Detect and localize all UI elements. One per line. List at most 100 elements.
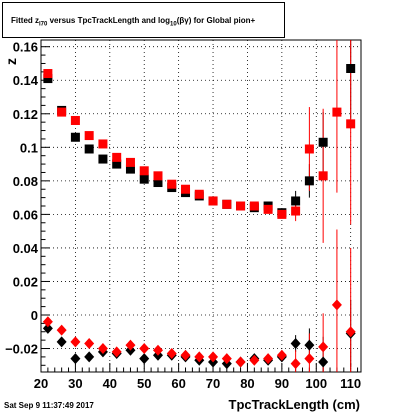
data-point-square (222, 199, 232, 209)
data-point-square (236, 201, 246, 211)
data-point-diamond (194, 351, 205, 363)
x-tick-label: 60 (171, 376, 185, 391)
data-point-square (277, 209, 287, 219)
data-point-diamond (235, 356, 246, 368)
data-point-diamond (276, 349, 287, 361)
data-point-diamond (139, 343, 150, 355)
chart-title-subscript: l70 (39, 21, 48, 28)
data-point-square (304, 144, 314, 154)
y-tick-label: 0.08 (13, 174, 38, 189)
data-point-square (139, 174, 149, 184)
data-point-square (249, 201, 259, 211)
data-point-square (346, 119, 356, 129)
chart-title-part: Fitted z (11, 16, 39, 25)
data-point-square (84, 131, 94, 141)
data-point-square (43, 74, 53, 84)
chart-title: Fitted zl70 versus TpcTrackLength and lo… (2, 2, 285, 38)
x-tick-label: 30 (68, 376, 82, 391)
data-point-diamond (111, 346, 122, 358)
data-point-diamond (42, 316, 53, 328)
data-point-diamond (152, 344, 163, 356)
y-tick-label: 0.04 (13, 241, 39, 256)
y-tick-label: 0.06 (13, 207, 38, 222)
data-point-square (332, 107, 342, 117)
data-point-diamond (304, 353, 315, 365)
axes (40, 39, 362, 373)
x-tick-label: 100 (305, 376, 327, 391)
y-tick-label: 0.16 (13, 40, 38, 55)
data-point-square (125, 157, 135, 167)
plot-frame (40, 39, 362, 373)
data-point-square (112, 159, 122, 169)
y-tick-label: 0.1 (20, 140, 38, 155)
data-point-square (291, 206, 301, 216)
data-point-diamond (318, 341, 329, 353)
data-point-square (263, 204, 273, 214)
error-bars (47, 40, 352, 372)
data-point-square (70, 132, 80, 142)
data-point-square (346, 64, 356, 74)
x-axis-label: TpcTrackLength (cm) (228, 397, 360, 412)
data-point-square (98, 139, 108, 149)
data-point-square (291, 196, 301, 206)
data-point-square (112, 152, 122, 162)
data-point-square (70, 115, 80, 125)
data-point-diamond (166, 348, 177, 360)
y-axis-label: z (3, 58, 19, 65)
data-point-diamond (84, 337, 95, 349)
data-point-square (43, 69, 53, 79)
data-point-square (181, 184, 191, 194)
data-point-diamond (304, 339, 315, 351)
y-tick-label: 0.02 (13, 274, 38, 289)
x-tick-label: 20 (34, 376, 48, 391)
x-tick-label: 40 (103, 376, 117, 391)
x-tick-label: 110 (340, 376, 361, 391)
data-point-diamond (70, 336, 81, 348)
data-point-square (153, 178, 163, 188)
data-point-diamond (125, 339, 136, 351)
y-tick-label: 0.12 (13, 107, 38, 122)
data-point-square (208, 196, 218, 206)
timestamp-footer: Sat Sep 9 11:37:49 2017 (4, 401, 94, 410)
data-point-diamond (263, 353, 274, 365)
data-point-diamond (318, 356, 329, 368)
data-point-square (318, 137, 328, 147)
data-point-square (304, 176, 314, 186)
data-point-diamond (290, 358, 301, 370)
data-point-diamond (97, 343, 108, 355)
data-point-square (84, 144, 94, 154)
chart-title-part: (βγ) for Global pion+ (176, 16, 256, 25)
data-point-diamond (208, 351, 219, 363)
grid-lines (41, 40, 361, 372)
data-point-diamond (345, 326, 356, 338)
data-markers (42, 64, 356, 370)
data-point-diamond (290, 337, 301, 349)
data-point-square (318, 171, 328, 181)
chart-title-part: versus TpcTrackLength and log (47, 16, 171, 25)
data-point-square (153, 171, 163, 181)
data-point-diamond (56, 336, 67, 348)
x-tick-label: 80 (240, 376, 254, 391)
data-point-diamond (70, 353, 81, 365)
data-point-square (57, 107, 67, 117)
y-tick-label: 0.14 (13, 73, 39, 88)
y-tick-label: 0 (31, 308, 38, 323)
x-tick-label: 50 (137, 376, 151, 391)
data-point-square (98, 154, 108, 164)
data-point-diamond (221, 353, 232, 365)
data-point-diamond (139, 353, 150, 365)
data-point-square (194, 189, 204, 199)
x-tick-label: 70 (206, 376, 220, 391)
x-tick-label: 90 (275, 376, 289, 391)
y-tick-label: −0.02 (5, 342, 38, 357)
tick-labels: 20 30 40 50 60 70 80 90 100 110 −0.02 0 0.02 0.04 0.06… (5, 40, 361, 391)
data-point-square (167, 179, 177, 189)
data-point-diamond (331, 299, 342, 311)
data-point-diamond (42, 322, 53, 334)
chart-title-subscript: 10 (170, 21, 177, 28)
data-point-diamond (249, 354, 260, 366)
data-point-diamond (84, 351, 95, 363)
data-point-square (125, 164, 135, 174)
data-point-diamond (56, 324, 67, 336)
